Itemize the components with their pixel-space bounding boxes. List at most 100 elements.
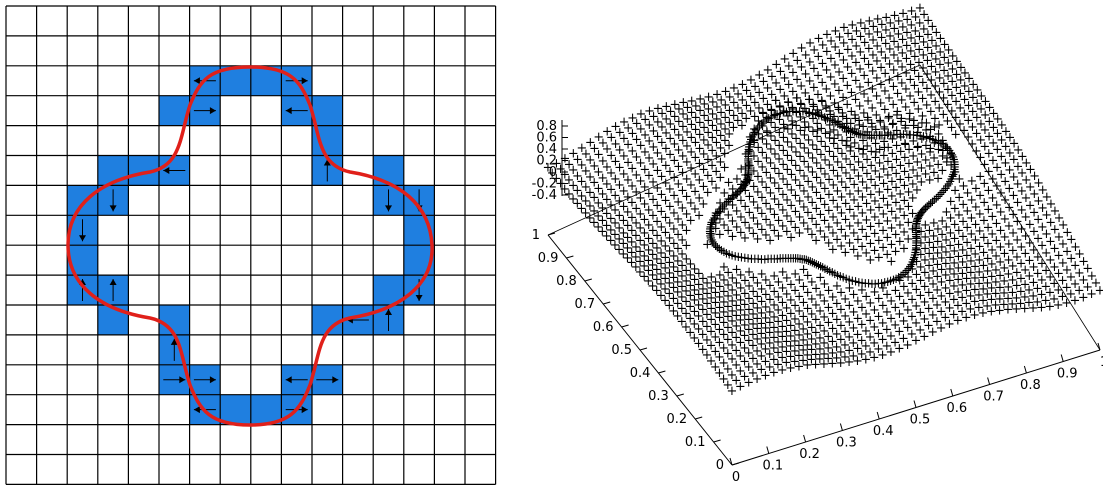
scatter-point: + bbox=[857, 223, 868, 238]
scatter-point: + bbox=[894, 290, 905, 305]
scatter-point: + bbox=[664, 255, 675, 270]
scatter-point: + bbox=[656, 204, 667, 219]
scatter-point: + bbox=[803, 190, 814, 205]
normal-arrow bbox=[163, 166, 186, 174]
scatter-point: + bbox=[783, 95, 794, 110]
y-tick-label: 0.9 bbox=[538, 251, 559, 266]
scatter-point: + bbox=[689, 317, 700, 332]
scatter-point: + bbox=[898, 331, 909, 346]
scatter-point: + bbox=[710, 306, 721, 321]
scatter-point: + bbox=[715, 155, 726, 170]
scatter-point: + bbox=[735, 281, 746, 296]
scatter-point: + bbox=[802, 206, 813, 221]
scatter-point: + bbox=[865, 253, 876, 268]
scatter-point: + bbox=[835, 345, 846, 360]
scatter-point: + bbox=[735, 313, 746, 328]
scatter-point: + bbox=[668, 304, 679, 319]
scatter-point: + bbox=[656, 220, 667, 235]
scatter-point: + bbox=[790, 173, 801, 188]
scatter-point: + bbox=[749, 122, 760, 137]
scatter-point: + bbox=[661, 99, 672, 114]
scatter-point: + bbox=[695, 104, 706, 119]
scatter-point: + bbox=[602, 142, 613, 157]
scatter-point: + bbox=[703, 138, 714, 153]
scatter-point: + bbox=[814, 331, 825, 346]
scatter-point: + bbox=[769, 269, 780, 284]
scatter-point: + bbox=[756, 267, 767, 282]
scatter-point: + bbox=[841, 111, 852, 126]
scatter-point: + bbox=[928, 252, 939, 267]
scatter-point: + bbox=[727, 294, 738, 309]
scatter-point: + bbox=[915, 1, 926, 16]
scatter-point: + bbox=[699, 97, 710, 112]
scatter-point: + bbox=[750, 79, 761, 94]
scatter-point: + bbox=[877, 281, 888, 296]
scatter-point: + bbox=[778, 144, 789, 159]
scatter-point: + bbox=[794, 328, 805, 343]
scatter-point: + bbox=[739, 329, 750, 344]
scatter-point: + bbox=[752, 185, 763, 200]
scatter-point: + bbox=[841, 125, 852, 140]
scatter-point: + bbox=[771, 58, 782, 73]
scatter-point: + bbox=[718, 284, 729, 299]
scatter-point: + bbox=[710, 275, 721, 290]
scatter-point: + bbox=[681, 190, 692, 205]
scatter-point: + bbox=[768, 341, 779, 356]
scatter-point: + bbox=[927, 325, 938, 340]
scatter-point: + bbox=[882, 168, 893, 183]
scatter-point: + bbox=[685, 278, 696, 293]
scatter-point: + bbox=[668, 260, 679, 275]
scatter-point: + bbox=[886, 174, 897, 189]
scatter-point: + bbox=[852, 294, 863, 309]
scatter-point: + bbox=[777, 265, 788, 280]
scatter-point: + bbox=[890, 301, 901, 316]
scatter-point: + bbox=[739, 298, 750, 313]
scatter-point: + bbox=[886, 254, 897, 269]
scatter-point: + bbox=[652, 115, 663, 130]
scatter-point: + bbox=[732, 114, 743, 129]
scatter-point: + bbox=[744, 158, 755, 173]
scatter-point: + bbox=[820, 139, 831, 154]
scatter-point: + bbox=[754, 68, 765, 83]
scatter-point: + bbox=[952, 298, 963, 313]
scatter-point: + bbox=[686, 117, 697, 132]
scatter-point: + bbox=[703, 114, 714, 129]
scatter-point: + bbox=[894, 325, 905, 340]
scatter-point: + bbox=[771, 76, 782, 91]
scatter-point: + bbox=[744, 265, 755, 280]
scatter-point: + bbox=[753, 127, 764, 142]
scatter-point: + bbox=[841, 152, 852, 167]
scatter-point: + bbox=[731, 262, 742, 277]
scatter-point: + bbox=[752, 169, 763, 184]
scatter-point: + bbox=[614, 143, 625, 158]
scatter-point: + bbox=[651, 262, 662, 277]
scatter-point: + bbox=[806, 353, 817, 368]
scatter-point: + bbox=[639, 249, 650, 264]
scatter-point: + bbox=[623, 121, 634, 136]
scatter-point: + bbox=[711, 100, 722, 115]
scatter-point: + bbox=[656, 135, 667, 150]
scatter-point: + bbox=[761, 181, 772, 196]
scatter-point: + bbox=[647, 268, 658, 283]
scatter-point: + bbox=[828, 136, 839, 151]
scatter-point: + bbox=[811, 234, 822, 249]
scatter-point: + bbox=[861, 246, 872, 261]
scatter-point: + bbox=[878, 224, 889, 239]
scatter-point: + bbox=[597, 154, 608, 169]
scatter-point: + bbox=[681, 274, 692, 289]
scatter-point: + bbox=[827, 356, 838, 371]
scatter-point: + bbox=[878, 240, 889, 255]
scatter-point: + bbox=[770, 121, 781, 136]
scatter-point: + bbox=[877, 316, 888, 331]
scatter-point: + bbox=[744, 205, 755, 220]
scatter-point: + bbox=[832, 141, 843, 156]
scatter-point: + bbox=[647, 209, 658, 224]
x-tick-label: 0 bbox=[732, 470, 740, 485]
scatter-point: + bbox=[827, 335, 838, 350]
scatter-point: + bbox=[690, 151, 701, 166]
scatter-point: + bbox=[681, 295, 692, 310]
scatter-point: + bbox=[795, 123, 806, 138]
scatter-point: + bbox=[906, 327, 917, 342]
scatter-point: + bbox=[778, 187, 789, 202]
scatter-point: + bbox=[678, 107, 689, 122]
